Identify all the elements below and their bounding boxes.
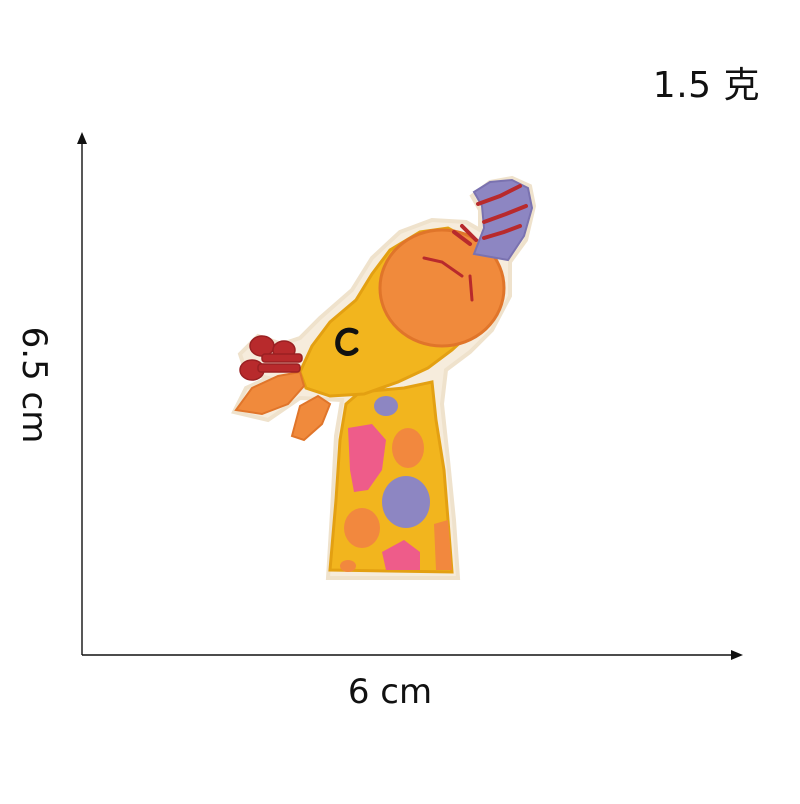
giraffe-ear bbox=[234, 370, 306, 416]
giraffe-horn bbox=[472, 178, 534, 262]
weight-label: 1.5 克 bbox=[652, 65, 760, 106]
giraffe-ear-2 bbox=[290, 394, 332, 442]
vertical-axis-arrow-icon bbox=[77, 132, 87, 144]
giraffe-ossicones bbox=[239, 335, 303, 381]
giraffe-patch-icon bbox=[231, 175, 537, 580]
width-dimension-label: 6 cm bbox=[0, 672, 800, 712]
dimension-axes bbox=[81, 140, 735, 656]
disc-stitches bbox=[422, 256, 474, 302]
giraffe-spots bbox=[340, 396, 452, 572]
giraffe-eye bbox=[335, 327, 359, 356]
giraffe-head-disc bbox=[378, 228, 506, 348]
horizontal-axis-arrow-icon bbox=[731, 650, 743, 660]
horn-stitches bbox=[452, 184, 528, 246]
width-dimension-text: 6 cm bbox=[347, 672, 433, 712]
height-dimension-label: 6.5 cm bbox=[14, 326, 54, 444]
